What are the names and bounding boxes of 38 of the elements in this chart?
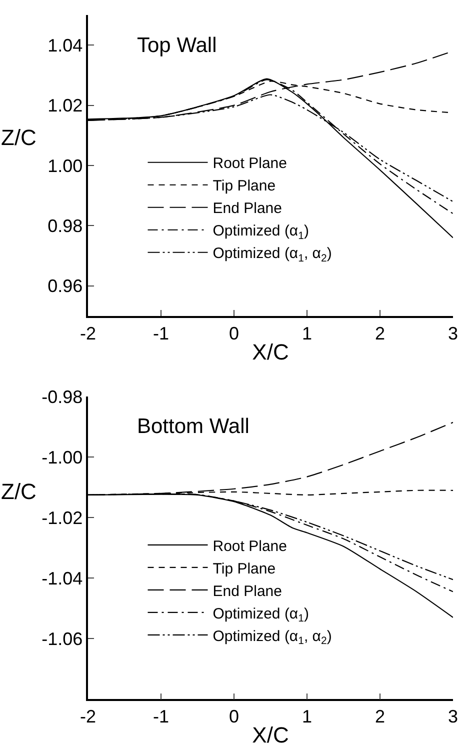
y-tick-label: 1.04 <box>48 35 83 56</box>
x-tick-label: 0 <box>228 323 240 344</box>
legend-label: Tip Plane <box>212 560 276 578</box>
x-axis-title: X/C <box>252 722 289 748</box>
legend-label: Optimized (α$_{1}$) <box>212 605 309 624</box>
x-tick-label: -2 <box>80 706 96 726</box>
x-axis-title: X/C <box>252 340 289 365</box>
x-tick-label: 1 <box>302 323 312 344</box>
legend-label: Optimized (α$_{1}$) <box>212 222 309 242</box>
y-tick-label: 1.02 <box>48 96 83 116</box>
y-tick-label: -1.06 <box>42 628 83 649</box>
legend-label: End Plane <box>212 200 282 218</box>
legend-label: Root Plane <box>212 155 287 172</box>
y-tick-label: -1.00 <box>42 447 83 468</box>
y-axis-title: Z/C <box>1 125 37 150</box>
y-tick-label: 1.00 <box>48 156 83 176</box>
x-tick-label: -1 <box>152 706 170 726</box>
x-tick-label: 3 <box>448 323 458 344</box>
y-tick-label: 0.98 <box>48 216 83 236</box>
x-tick-label: 1 <box>302 706 312 726</box>
legend-label: Optimized (α$_{1}$, α$_{2}$) <box>212 628 332 647</box>
x-tick-label: -1 <box>152 323 170 344</box>
x-tick-label: 2 <box>374 323 386 344</box>
y-tick-label: -0.98 <box>42 386 83 407</box>
x-tick-label: 3 <box>448 706 458 726</box>
x-tick-label: 0 <box>228 706 240 726</box>
x-tick-label: -2 <box>80 323 96 344</box>
y-tick-label: 0.96 <box>48 276 83 296</box>
x-tick-label: 2 <box>374 706 386 726</box>
text: Top Wall <box>137 34 217 57</box>
text: Bottom Wall <box>137 415 250 438</box>
legend-label: Tip Plane <box>212 178 276 195</box>
legend-label: Optimized (α$_{1}$, α$_{2}$) <box>212 245 332 264</box>
y-tick-label: -1.04 <box>42 568 83 588</box>
legend-label: Root Plane <box>212 538 287 555</box>
y-axis-title: Z/C <box>1 479 37 504</box>
legend-label: End Plane <box>212 582 282 600</box>
y-tick-label: -1.02 <box>42 508 83 528</box>
